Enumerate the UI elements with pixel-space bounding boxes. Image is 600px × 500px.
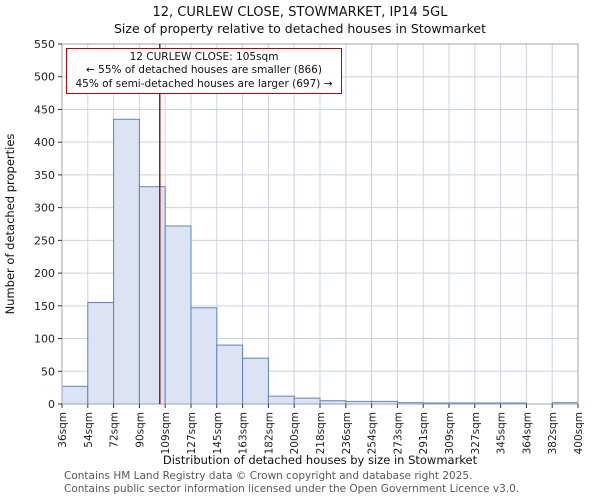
y-tick-label: 500 <box>34 71 55 84</box>
x-tick-label: 291sqm <box>418 412 430 454</box>
x-tick-label: 182sqm <box>263 412 275 454</box>
histogram-bar <box>164 225 192 405</box>
x-tick-label: 145sqm <box>212 412 224 454</box>
y-tick-label: 350 <box>34 169 55 182</box>
y-tick-label: 450 <box>34 103 55 116</box>
y-tick-label: 50 <box>41 365 55 378</box>
x-tick-label: 109sqm <box>160 412 172 454</box>
histogram-bar <box>190 307 218 405</box>
histogram-bar <box>267 395 295 405</box>
x-tick-label: 218sqm <box>315 412 327 454</box>
x-tick-label: 54sqm <box>83 412 95 448</box>
annotation-smaller-stat: ← 55% of detached houses are smaller (86… <box>86 64 322 77</box>
chart-footer: Contains HM Land Registry data © Crown c… <box>0 470 600 495</box>
x-tick-label: 90sqm <box>134 412 146 448</box>
x-tick-label: 327sqm <box>470 412 482 454</box>
y-tick-label: 550 <box>34 38 55 51</box>
histogram-bar <box>61 385 89 405</box>
page-subtitle: Size of property relative to detached ho… <box>114 21 486 36</box>
histogram-chart: 0 50 100 150 200 250 300 350 400 450 500 550 36sqm 54… <box>3 38 585 467</box>
y-tick-label: 0 <box>48 398 55 411</box>
histogram-bar <box>138 186 166 405</box>
histogram-bar <box>216 344 244 405</box>
x-tick-label: 382sqm <box>547 412 559 454</box>
histogram-bar <box>87 302 115 405</box>
x-tick-label: 345sqm <box>496 412 508 454</box>
histogram-bar <box>113 118 140 405</box>
x-tick-label: 236sqm <box>341 412 353 454</box>
y-tick-label: 100 <box>34 333 55 346</box>
y-tick-label: 150 <box>34 300 55 313</box>
x-tick-label: 200sqm <box>289 412 301 454</box>
x-tick-label: 364sqm <box>521 412 533 454</box>
y-tick-label: 400 <box>34 136 55 149</box>
annotation-property-label: 12 CURLEW CLOSE: 105sqm <box>129 51 279 63</box>
x-tick-label: 127sqm <box>186 412 198 454</box>
property-annotation-box: 12 CURLEW CLOSE: 105sqm ← 55% of detache… <box>66 48 342 95</box>
y-tick-label: 200 <box>34 267 55 280</box>
y-axis-label: Number of detached properties <box>3 134 17 315</box>
page-title: 12, CURLEW CLOSE, STOWMARKET, IP14 5GL <box>152 5 448 20</box>
histogram-bar <box>293 397 321 405</box>
annotation-larger-stat: 45% of semi-detached houses are larger (… <box>75 77 333 90</box>
histogram-bar <box>242 357 269 405</box>
y-tick-label: 300 <box>34 202 55 215</box>
x-axis-label: Distribution of detached houses by size … <box>163 453 478 467</box>
x-tick-label: 163sqm <box>238 412 250 454</box>
footer-attribution-line1: Contains HM Land Registry data © Crown c… <box>64 470 473 482</box>
x-tick-label: 273sqm <box>392 412 404 454</box>
footer-attribution-line2: Contains public sector information licen… <box>64 482 520 495</box>
x-tick-label: 309sqm <box>444 412 456 454</box>
x-tick-label: 72sqm <box>109 412 121 448</box>
x-tick-label: 36sqm <box>57 412 69 448</box>
y-tick-label: 250 <box>34 234 55 247</box>
x-tick-label: 400sqm <box>573 412 585 454</box>
chart-header: 12, CURLEW CLOSE, STOWMARKET, IP14 5GL S… <box>0 0 600 36</box>
x-tick-label: 254sqm <box>367 412 379 454</box>
